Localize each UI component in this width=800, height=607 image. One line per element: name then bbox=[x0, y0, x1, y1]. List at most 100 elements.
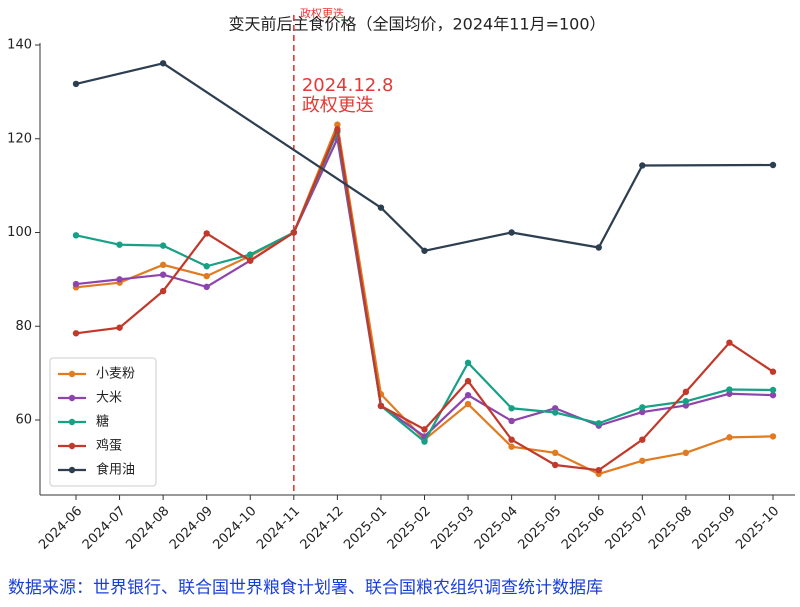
x-tick-label: 2025-10 bbox=[733, 504, 782, 553]
data-point bbox=[769, 161, 777, 169]
series-gap-connector bbox=[75, 62, 164, 85]
data-point bbox=[116, 276, 123, 283]
x-tick-label: 2025-01 bbox=[341, 504, 390, 553]
x-tick-label: 2024-09 bbox=[167, 504, 216, 553]
y-tick-label: 80 bbox=[15, 319, 32, 334]
x-tick-label: 2025-04 bbox=[472, 504, 521, 553]
data-point bbox=[377, 204, 385, 211]
data-point bbox=[290, 229, 298, 236]
legend-marker bbox=[68, 418, 76, 426]
data-point bbox=[639, 457, 646, 464]
annotation: 2024.12.8 bbox=[302, 75, 394, 96]
legend-label: 鸡蛋 bbox=[96, 438, 122, 454]
data-point bbox=[72, 80, 80, 88]
source-note: 数据来源：世界银行、联合国世界粮食计划署、联合国粮农组织调查统计数据库 bbox=[8, 578, 603, 598]
y-tick-label: 120 bbox=[7, 131, 32, 146]
y-tick-label: 140 bbox=[7, 38, 32, 53]
x-tick-label: 2025-08 bbox=[646, 504, 695, 553]
series-line bbox=[75, 125, 774, 472]
legend-marker bbox=[68, 442, 76, 450]
data-point bbox=[464, 391, 472, 399]
x-tick-label: 2025-07 bbox=[603, 504, 652, 553]
chart-title: 变天前后主食价格（全国均价，2024年11月=100） bbox=[228, 15, 605, 34]
data-point bbox=[508, 405, 515, 412]
x-tick-label: 2024-11 bbox=[254, 504, 303, 553]
data-point bbox=[508, 417, 515, 425]
x-tick-label: 2024-06 bbox=[36, 504, 85, 553]
data-point bbox=[334, 121, 341, 128]
data-point bbox=[421, 247, 428, 254]
data-point bbox=[682, 388, 690, 396]
data-point bbox=[203, 230, 210, 237]
legend-label: 小麦粉 bbox=[96, 367, 135, 382]
data-point bbox=[551, 409, 559, 416]
top-note: 政权更迭 bbox=[300, 6, 344, 20]
x-tick-label: 2025-03 bbox=[428, 504, 477, 553]
legend-box bbox=[49, 357, 157, 487]
data-point bbox=[159, 287, 167, 295]
data-point bbox=[203, 263, 210, 270]
data-point bbox=[159, 261, 167, 269]
x-tick-label: 2024-08 bbox=[123, 504, 172, 553]
data-point bbox=[247, 257, 254, 264]
x-tick-label: 2025-09 bbox=[690, 504, 739, 553]
x-tick-label: 2025-05 bbox=[515, 504, 564, 553]
y-tick-label: 60 bbox=[15, 413, 32, 428]
data-point bbox=[551, 461, 559, 469]
data-point bbox=[639, 436, 646, 443]
data-point bbox=[377, 402, 385, 410]
data-point bbox=[769, 368, 777, 375]
data-point bbox=[72, 232, 80, 239]
data-point bbox=[508, 436, 515, 443]
data-point bbox=[726, 339, 733, 346]
data-point bbox=[203, 272, 210, 280]
data-point bbox=[421, 438, 428, 445]
data-point bbox=[159, 60, 167, 67]
data-point bbox=[682, 398, 690, 405]
data-point bbox=[72, 280, 80, 288]
legend-marker bbox=[68, 394, 76, 402]
data-point bbox=[116, 324, 123, 331]
data-point bbox=[639, 162, 646, 169]
legend-marker bbox=[68, 370, 76, 378]
series-line bbox=[75, 127, 774, 444]
data-point bbox=[247, 251, 254, 258]
series-line bbox=[75, 120, 774, 476]
x-tick-label: 2025-06 bbox=[559, 504, 608, 553]
series-gap-connector bbox=[511, 231, 599, 249]
x-tick-label: 2024-07 bbox=[80, 504, 129, 553]
x-tick-label: 2024-12 bbox=[298, 504, 347, 553]
data-point bbox=[508, 229, 515, 236]
series-gap-connector bbox=[424, 231, 512, 252]
data-point bbox=[595, 420, 602, 427]
data-point bbox=[508, 443, 515, 450]
data-point bbox=[726, 386, 733, 393]
data-point bbox=[464, 359, 472, 367]
data-point bbox=[421, 426, 428, 433]
series-gap-connector bbox=[162, 62, 382, 209]
x-tick-label: 2025-02 bbox=[385, 504, 434, 553]
series-line bbox=[380, 206, 426, 252]
legend-label: 糖 bbox=[96, 414, 109, 430]
series-line bbox=[597, 164, 644, 249]
data-point bbox=[595, 244, 602, 251]
data-point bbox=[639, 408, 646, 416]
data-point bbox=[682, 449, 690, 457]
data-point bbox=[116, 241, 123, 248]
data-point bbox=[551, 449, 559, 457]
data-point bbox=[72, 330, 80, 337]
data-point bbox=[595, 466, 602, 474]
data-point bbox=[769, 386, 777, 394]
data-point bbox=[769, 433, 777, 440]
data-point bbox=[334, 126, 341, 133]
data-point bbox=[159, 242, 167, 249]
series-line bbox=[75, 135, 774, 438]
legend-marker bbox=[68, 466, 76, 474]
data-point bbox=[159, 271, 167, 278]
legend-label: 食用油 bbox=[96, 462, 135, 478]
data-point bbox=[464, 400, 472, 408]
data-point bbox=[639, 404, 646, 411]
annotation-note: 政权更迭 bbox=[302, 95, 374, 116]
legend-label: 大米 bbox=[96, 391, 122, 406]
